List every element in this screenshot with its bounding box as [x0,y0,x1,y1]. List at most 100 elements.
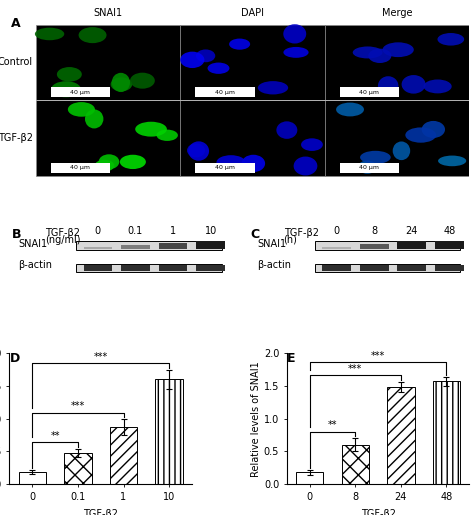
Text: TGF-β2: TGF-β2 [0,133,33,143]
Bar [155,380,183,484]
Bar [51,87,110,97]
Bar [83,265,112,271]
Ellipse shape [368,48,392,63]
Bar [36,25,180,100]
Text: 0: 0 [95,226,101,236]
Text: (h): (h) [283,235,298,245]
Ellipse shape [99,154,119,169]
Ellipse shape [112,73,130,92]
Ellipse shape [242,154,265,172]
Ellipse shape [378,76,399,96]
Text: A: A [11,17,20,30]
Text: 40 μm: 40 μm [70,165,91,170]
Text: 1: 1 [170,226,176,236]
Text: **: ** [328,420,337,431]
Text: 0: 0 [334,226,340,236]
Bar [397,265,426,271]
Ellipse shape [110,77,132,91]
Bar [435,265,464,271]
Ellipse shape [95,160,114,171]
Ellipse shape [130,73,155,89]
Text: TGF-β2: TGF-β2 [83,509,118,515]
Bar [83,247,112,249]
Text: (ng/ml): (ng/ml) [45,235,81,245]
Bar [18,472,46,484]
Ellipse shape [392,142,410,160]
Ellipse shape [196,49,215,62]
Text: ***: *** [93,352,108,362]
Bar [360,265,389,271]
Bar [180,100,325,176]
Ellipse shape [35,28,64,40]
Text: SNAI1: SNAI1 [93,8,122,19]
Text: 24: 24 [406,226,418,236]
Ellipse shape [85,109,103,128]
Ellipse shape [438,33,464,46]
Ellipse shape [68,102,95,117]
Ellipse shape [229,39,250,50]
Text: ***: *** [348,364,362,374]
Bar [51,163,110,173]
Ellipse shape [180,52,204,68]
Text: SNAI1: SNAI1 [257,239,286,249]
Bar [340,163,399,173]
Bar [36,100,180,176]
Bar [180,25,325,100]
Bar [296,472,323,484]
Text: TGF-β2: TGF-β2 [283,228,319,238]
Bar [76,241,222,250]
Bar [342,445,369,484]
Text: B: B [12,228,21,241]
Text: Control: Control [0,58,33,67]
Ellipse shape [51,81,81,97]
Bar [76,264,222,272]
Bar [322,265,351,271]
Ellipse shape [258,81,288,94]
Ellipse shape [360,151,391,164]
Ellipse shape [336,102,364,116]
Text: ***: *** [71,402,85,411]
Bar [159,265,187,271]
Text: D: D [9,352,20,365]
Bar [360,244,389,249]
Text: β-actin: β-actin [257,261,291,270]
Text: TGF-β2: TGF-β2 [45,228,80,238]
Ellipse shape [57,67,82,81]
Bar [315,264,460,272]
Text: DAPI: DAPI [241,8,264,19]
Y-axis label: Relative levels of SNAI1: Relative levels of SNAI1 [251,361,261,476]
Ellipse shape [293,157,318,176]
Bar [121,265,150,271]
Ellipse shape [156,130,178,141]
Text: 40 μm: 40 μm [70,90,91,95]
Bar [196,265,225,271]
Bar [110,427,137,484]
Ellipse shape [187,143,205,158]
Text: 8: 8 [371,226,377,236]
Ellipse shape [135,122,167,136]
Bar [433,382,460,484]
Bar [315,241,460,250]
Text: 40 μm: 40 μm [359,90,380,95]
Bar [387,387,415,484]
Text: 40 μm: 40 μm [215,90,235,95]
Bar [325,100,469,176]
Text: 40 μm: 40 μm [359,165,380,170]
Text: SNAI1: SNAI1 [18,239,47,249]
Text: β-actin: β-actin [18,261,52,270]
Text: E: E [287,352,295,365]
Text: Merge: Merge [382,8,412,19]
Ellipse shape [422,121,445,138]
Ellipse shape [383,42,414,57]
Text: 10: 10 [204,226,217,236]
Bar [325,25,469,100]
Text: 0.1: 0.1 [128,226,143,236]
Bar [159,243,187,249]
Ellipse shape [424,79,452,93]
Text: C: C [250,228,260,241]
Ellipse shape [79,27,107,43]
Ellipse shape [301,139,323,151]
Ellipse shape [208,62,229,74]
Ellipse shape [276,122,297,139]
Ellipse shape [283,47,309,58]
